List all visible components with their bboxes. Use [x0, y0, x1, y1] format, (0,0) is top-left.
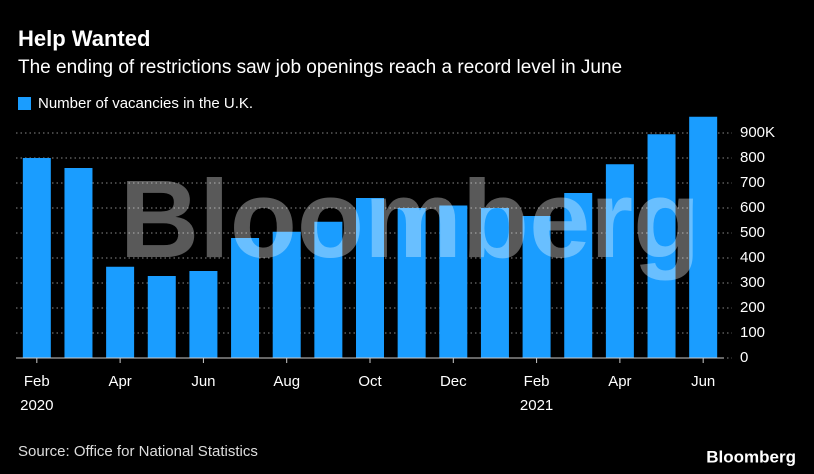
- x-tick-label: Dec: [440, 373, 467, 390]
- y-tick-label: 500: [740, 224, 765, 241]
- x-tick-label: Jun: [691, 373, 715, 390]
- y-tick-label: 100: [740, 324, 765, 341]
- bar: [397, 208, 426, 358]
- y-tick-label: 700: [740, 174, 765, 191]
- x-tick-label: Feb: [524, 373, 550, 390]
- x-year-label: 2021: [520, 397, 553, 414]
- bar: [356, 198, 384, 358]
- bar: [22, 158, 51, 358]
- x-tick-label: Apr: [608, 373, 631, 390]
- y-tick-label: 0: [740, 349, 748, 366]
- y-tick-label: 600: [740, 199, 765, 216]
- bar: [314, 221, 343, 358]
- legend-label: Number of vacancies in the U.K.: [38, 95, 253, 112]
- bar: [106, 266, 135, 358]
- y-tick-label: 300: [740, 274, 765, 291]
- x-tick-label: Jun: [191, 373, 215, 390]
- x-tick-label: Apr: [108, 373, 131, 390]
- bar: [605, 164, 634, 358]
- x-year-label: 2020: [20, 397, 53, 414]
- y-tick-label: 400: [740, 249, 765, 266]
- watermark: Bloomberg: [120, 158, 701, 281]
- y-tick-label: 800: [740, 149, 765, 166]
- chart-title: Help Wanted: [18, 26, 150, 51]
- chart-subtitle: The ending of restrictions saw job openi…: [18, 57, 622, 78]
- bar: [647, 134, 676, 358]
- x-tick-label: Feb: [24, 373, 50, 390]
- bar: [189, 271, 218, 358]
- source: Source: Office for National Statistics: [18, 443, 258, 460]
- bar: [64, 168, 93, 358]
- bar: [522, 216, 551, 358]
- legend-swatch: [18, 97, 31, 110]
- bar: [689, 116, 718, 358]
- x-tick-label: Oct: [358, 373, 382, 390]
- bar: [272, 231, 301, 358]
- bar: [480, 208, 509, 358]
- bar: [564, 193, 593, 358]
- bar: [147, 276, 176, 358]
- y-tick-label: 900K: [740, 124, 775, 141]
- brand: Bloomberg: [706, 447, 796, 466]
- bar: [231, 238, 260, 358]
- y-tick-label: 200: [740, 299, 765, 316]
- bar: [439, 205, 468, 358]
- x-tick-label: Aug: [273, 373, 300, 390]
